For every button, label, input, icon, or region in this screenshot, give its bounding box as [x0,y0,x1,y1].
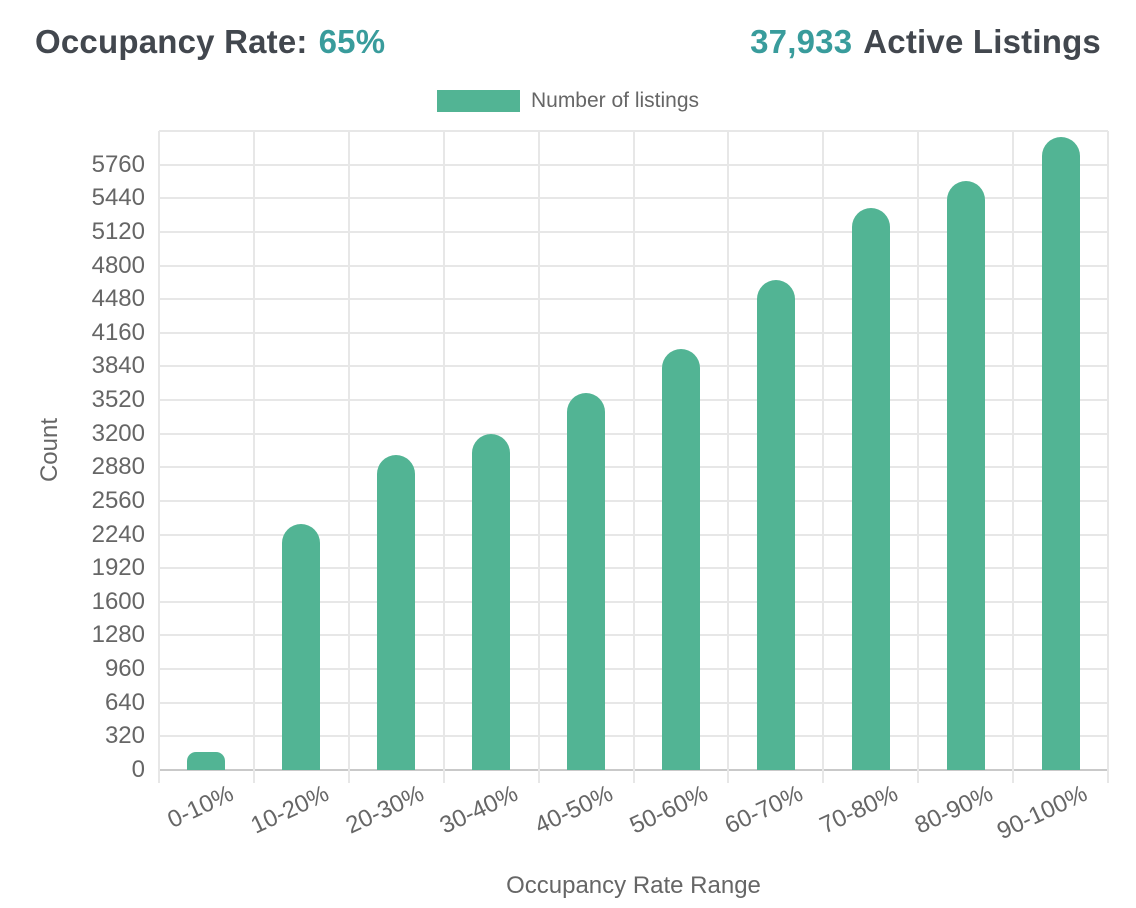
v-gridline [1107,131,1109,783]
v-gridline [442,131,445,783]
x-tick-label: 50-60% [625,780,713,840]
v-gridline [1012,131,1015,783]
stats-header: Occupancy Rate: 65% 37,933 Active Listin… [35,23,1101,61]
y-tick-label: 1280 [91,621,145,649]
occupancy-stat: Occupancy Rate: 65% [35,23,385,61]
bar-60-70%[interactable] [756,280,795,770]
bar-30-40%[interactable] [472,434,511,770]
y-tick-label: 5440 [91,184,145,212]
y-tick-label: 320 [104,722,145,750]
chart-legend-item[interactable]: Number of listings [0,88,1136,114]
bar-70-80%[interactable] [851,208,890,770]
legend-label: Number of listings [530,89,700,112]
y-tick-label: 640 [104,688,145,716]
v-gridline [917,131,920,783]
x-tick-label: 70-80% [815,780,903,840]
y-tick-label: 960 [104,655,145,683]
y-tick-label: 3520 [91,386,145,414]
y-tick-label: 3840 [91,352,145,380]
y-tick-label: 5120 [91,217,145,245]
bar-90-100%[interactable] [1041,137,1080,770]
v-gridline [252,131,255,783]
y-tick-label: 2880 [91,453,145,481]
y-tick-label: 3200 [91,419,145,447]
x-tick-label: 30-40% [436,780,523,840]
active-listings-stat: 37,933 Active Listings [750,23,1101,61]
x-tick-label: 10-20% [246,780,333,840]
active-listings-label: Active Listings [863,23,1101,60]
x-axis-title: Occupancy Rate Range [506,872,761,899]
x-tick-label: 0-10% [163,780,238,834]
v-gridline [727,131,730,783]
x-tick-label: 60-70% [720,780,808,840]
occupancy-rate-label: Occupancy Rate: [35,23,308,60]
active-listings-value: 37,933 [750,23,853,60]
v-gridline [822,131,825,783]
x-tick-label: 40-50% [531,780,618,840]
v-gridline [632,131,635,783]
y-tick-label: 1600 [91,587,145,615]
occupancy-rate-value: 65% [318,23,386,60]
bar-80-90%[interactable] [946,181,985,770]
v-gridline [347,131,350,783]
y-tick-label: 4160 [91,318,145,346]
y-tick-label: 1920 [91,554,145,582]
legend-color-swatch [436,90,520,112]
y-tick-label: 0 [131,756,145,783]
v-gridline [158,131,160,783]
y-tick-label: 4480 [91,285,145,313]
y-tick-label: 2560 [91,486,145,514]
bar-50-60%[interactable] [661,349,700,770]
x-tick-label: 90-100% [993,780,1092,846]
bar-0-10%[interactable] [187,752,226,770]
bar-20-30%[interactable] [377,455,416,770]
x-tick-label: 80-90% [910,780,998,840]
y-tick-label: 2240 [91,520,145,548]
y-tick-label: 5760 [91,150,145,178]
y-tick-label: 4800 [91,251,145,279]
v-gridline [537,131,540,783]
bar-40-50%[interactable] [567,393,606,770]
bar-10-20%[interactable] [282,524,321,770]
x-tick-label: 20-30% [341,780,428,840]
